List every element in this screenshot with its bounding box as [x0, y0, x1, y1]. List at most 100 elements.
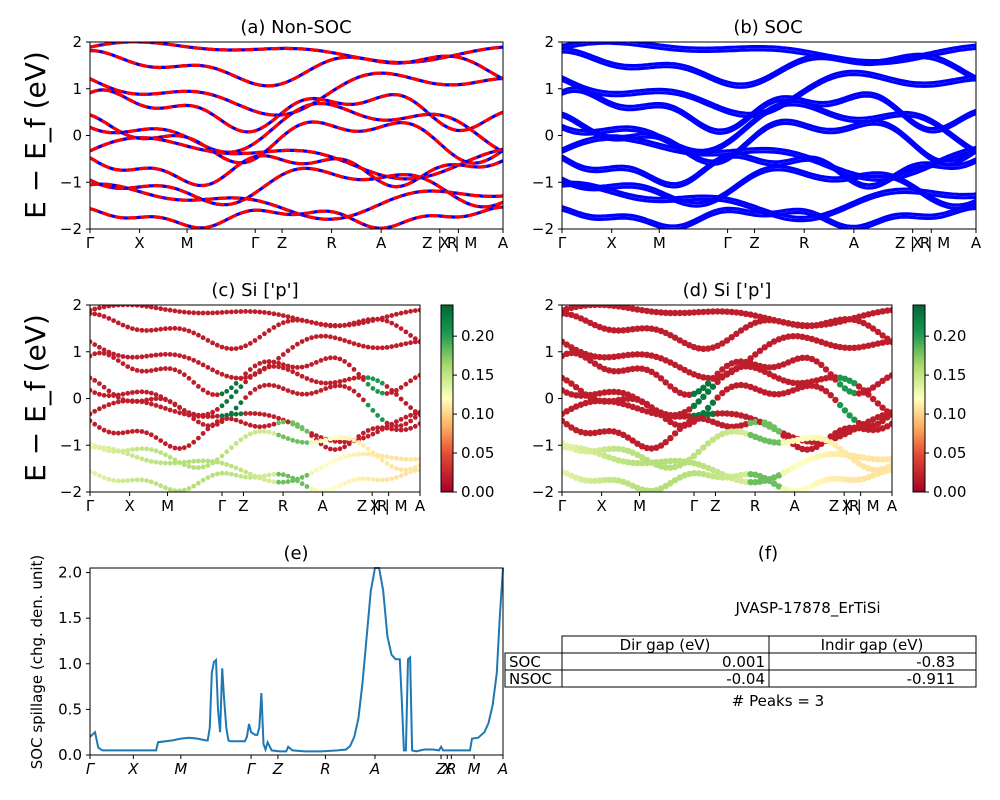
projected-band-dot [375, 378, 380, 384]
projected-band-dot [148, 447, 154, 452]
gap-table-grid [504, 635, 977, 688]
projected-band-dot [808, 322, 816, 329]
projected-band-dot [224, 399, 230, 404]
projected-band-dot [761, 363, 768, 371]
projected-band-dot [879, 377, 886, 384]
projected-band-dot [634, 365, 641, 372]
panel-b-ytick-label: 0 [544, 127, 554, 145]
projected-band-dot [337, 435, 343, 441]
projected-band-dot [200, 464, 206, 470]
projected-band-dot [172, 488, 178, 492]
projected-band-dot [101, 347, 107, 353]
projected-band-dot [403, 309, 409, 315]
projected-band-dot [700, 384, 707, 391]
projected-band-dot [803, 354, 811, 361]
panel-b-xtick-label: A [849, 234, 860, 252]
panel-a-xtick-label: Γ [251, 234, 260, 252]
projected-band-dot [276, 479, 281, 485]
projected-band-dot [582, 429, 589, 437]
projected-band-dot [219, 460, 225, 466]
projected-band-dot [408, 418, 413, 424]
projected-band-dot [375, 316, 380, 322]
projected-band-dot [148, 327, 154, 333]
projected-band-dot [417, 339, 420, 344]
projected-band-dot [789, 321, 797, 328]
projected-band-dot [756, 418, 764, 425]
projected-band-dot [851, 380, 858, 387]
projected-band-dot [247, 431, 253, 437]
projected-band-dot [836, 427, 844, 434]
projected-band-dot [318, 388, 324, 393]
panel-b-xtick-label: Γ [723, 234, 732, 252]
projected-band-dot [106, 388, 112, 394]
projected-band-dot [153, 367, 159, 373]
projected-band-dot [605, 388, 613, 396]
projected-band-dot [836, 401, 844, 409]
projected-band-dot [92, 444, 98, 450]
panel-e-title: (e) [283, 543, 308, 564]
panel-e-ytick-label: 1.5 [58, 609, 82, 627]
panel-c-cb-label: 0.10 [461, 405, 494, 423]
projected-band-dot [90, 418, 93, 424]
projected-band-dot [167, 352, 173, 357]
panel-e-yticks: 0.0 0.5 1.0 1.5 2.0 [58, 564, 90, 764]
projected-band-dot [130, 447, 135, 452]
projected-band-dot [667, 418, 674, 426]
projected-band-dot [737, 471, 745, 479]
projected-band-dot [271, 311, 277, 317]
projected-band-dot [342, 481, 347, 486]
projected-band-dot [634, 325, 641, 332]
projected-band-dot [634, 451, 641, 458]
projected-band-dot [822, 388, 830, 395]
projected-band-dot [879, 417, 886, 425]
projected-band-dot [219, 417, 225, 422]
panel-b-title: (b) SOC [733, 17, 802, 38]
band-line-soc [562, 134, 976, 179]
projected-band-dot [186, 459, 192, 465]
projected-band-dot [125, 354, 131, 360]
projected-band-dot [247, 390, 253, 396]
projected-band-dot [186, 412, 192, 418]
panel-e-xtick-label: A [497, 760, 508, 778]
projected-band-dot [144, 457, 150, 463]
projected-band-dot [379, 417, 385, 423]
projected-band-dot [375, 429, 380, 435]
projected-band-dot [803, 434, 811, 442]
projected-band-dot [634, 351, 641, 358]
projected-band-dot [214, 310, 220, 316]
projected-band-dot [728, 308, 735, 316]
projected-band-dot [181, 372, 187, 378]
projected-band-dot [794, 380, 801, 387]
projected-band-dot [115, 448, 121, 454]
projected-band-dot [233, 346, 239, 351]
projected-band-dot [196, 413, 201, 419]
projected-band-dot [337, 383, 343, 389]
projected-band-dot [869, 325, 877, 332]
projected-band-dot [851, 476, 858, 484]
projected-band-dot [106, 445, 112, 451]
projected-band-dot [836, 445, 844, 452]
projected-band-dot [742, 310, 750, 317]
projected-band-dot [667, 383, 674, 390]
projected-band-dot [106, 352, 112, 358]
projected-band-dot [266, 413, 272, 418]
projected-band-dot [181, 459, 187, 465]
projected-band-dot [318, 438, 324, 444]
projected-band-dot [379, 477, 385, 483]
projected-band-dot [295, 317, 300, 323]
projected-band-dot [394, 419, 399, 425]
projected-band-dot [643, 400, 651, 408]
panel-b-xtick-label: Z | R [895, 234, 930, 252]
projected-band-dot [408, 412, 413, 418]
projected-band-dot [177, 404, 183, 410]
panel-d-colorbar [912, 304, 926, 493]
projected-band-dot [851, 389, 858, 397]
projected-band-dot [262, 429, 267, 434]
projected-band-dot [761, 317, 768, 324]
projected-band-dot [148, 401, 154, 407]
soc-dir-gap: 0.001 [722, 653, 765, 671]
projected-band-dot [785, 467, 792, 474]
projected-band-dot [120, 430, 126, 436]
